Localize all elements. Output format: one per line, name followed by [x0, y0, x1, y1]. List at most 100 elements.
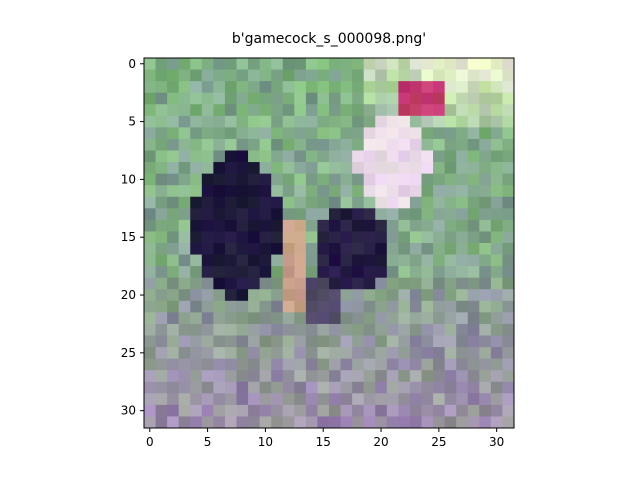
- image-pixel: [352, 92, 365, 105]
- image-pixel: [363, 69, 376, 82]
- image-pixel: [305, 393, 318, 406]
- image-pixel: [456, 347, 469, 360]
- image-pixel: [352, 81, 365, 94]
- image-pixel: [502, 358, 514, 371]
- image-pixel: [190, 127, 203, 140]
- image-pixel: [144, 92, 157, 105]
- image-pixel: [340, 69, 353, 82]
- image-pixel: [386, 266, 399, 279]
- image-pixel: [236, 289, 249, 302]
- image-pixel: [421, 254, 434, 267]
- image-pixel: [190, 185, 203, 198]
- image-pixel: [375, 416, 388, 428]
- image-pixel: [236, 231, 249, 244]
- image-pixel: [352, 416, 365, 428]
- image-pixel: [305, 162, 318, 175]
- image-pixel: [271, 254, 284, 267]
- image-pixel: [155, 266, 168, 279]
- image-pixel: [167, 104, 180, 117]
- image-pixel: [352, 254, 365, 267]
- image-pixel: [167, 58, 180, 71]
- image-pixel: [155, 300, 168, 313]
- image-pixel: [456, 416, 469, 428]
- image-pixel: [271, 58, 284, 71]
- image-pixel: [363, 393, 376, 406]
- image-pixel: [248, 173, 261, 186]
- image-pixel: [236, 393, 249, 406]
- image-pixel: [363, 58, 376, 71]
- image-pixel: [340, 92, 353, 105]
- image-pixel: [294, 358, 307, 371]
- image-pixel: [271, 69, 284, 82]
- image-pixel: [144, 381, 157, 394]
- image-pixel: [294, 323, 307, 336]
- image-pixel: [155, 92, 168, 105]
- image-pixel: [421, 138, 434, 151]
- image-pixel: [433, 127, 446, 140]
- image-pixel: [167, 219, 180, 232]
- image-pixel: [352, 58, 365, 71]
- image-pixel: [352, 185, 365, 198]
- image-pixel: [236, 173, 249, 186]
- image-pixel: [340, 416, 353, 428]
- image-pixel: [421, 277, 434, 290]
- image-pixel: [479, 196, 492, 209]
- image-pixel: [398, 58, 411, 71]
- image-pixel: [155, 81, 168, 94]
- image-pixel: [294, 347, 307, 360]
- image-pixel: [352, 162, 365, 175]
- image-pixel: [467, 277, 480, 290]
- image-pixel: [398, 381, 411, 394]
- image-pixel: [282, 266, 295, 279]
- image-pixel: [386, 323, 399, 336]
- image-pixel: [190, 300, 203, 313]
- image-pixel: [479, 173, 492, 186]
- image-pixel: [294, 243, 307, 256]
- image-pixel: [490, 69, 503, 82]
- image-pixel: [271, 300, 284, 313]
- image-pixel: [248, 335, 261, 348]
- image-pixel: [213, 289, 226, 302]
- image-pixel: [248, 404, 261, 417]
- image-pixel: [444, 381, 457, 394]
- image-pixel: [271, 208, 284, 221]
- image-pixel: [352, 69, 365, 82]
- image-pixel: [352, 196, 365, 209]
- image-pixel: [444, 323, 457, 336]
- image-pixel: [340, 254, 353, 267]
- image-pixel: [352, 208, 365, 221]
- image-pixel: [144, 219, 157, 232]
- image-pixel: [144, 115, 157, 128]
- image-pixel: [144, 69, 157, 82]
- image-pixel: [479, 162, 492, 175]
- image-pixel: [190, 358, 203, 371]
- image-pixel: [144, 312, 157, 325]
- image-pixel: [409, 381, 422, 394]
- image-pixel: [213, 358, 226, 371]
- image-pixel: [444, 300, 457, 313]
- image-pixel: [178, 138, 191, 151]
- image-pixel: [178, 115, 191, 128]
- image-pixel: [433, 300, 446, 313]
- image-pixel: [248, 69, 261, 82]
- image-pixel: [271, 393, 284, 406]
- image-pixel: [352, 127, 365, 140]
- image-pixel: [467, 219, 480, 232]
- image-pixel: [167, 266, 180, 279]
- image-pixel: [144, 208, 157, 221]
- image-pixel: [421, 219, 434, 232]
- image-pixel: [386, 347, 399, 360]
- image-pixel: [178, 370, 191, 383]
- image-pixel: [294, 404, 307, 417]
- image-pixel: [386, 404, 399, 417]
- image-pixel: [329, 243, 342, 256]
- image-pixel: [271, 289, 284, 302]
- image-pixel: [467, 231, 480, 244]
- image-pixel: [375, 347, 388, 360]
- image-pixel: [167, 358, 180, 371]
- image-pixel: [363, 150, 376, 163]
- image-pixel: [502, 416, 514, 428]
- image-pixel: [479, 231, 492, 244]
- image-pixel: [479, 185, 492, 198]
- image-pixel: [502, 92, 514, 105]
